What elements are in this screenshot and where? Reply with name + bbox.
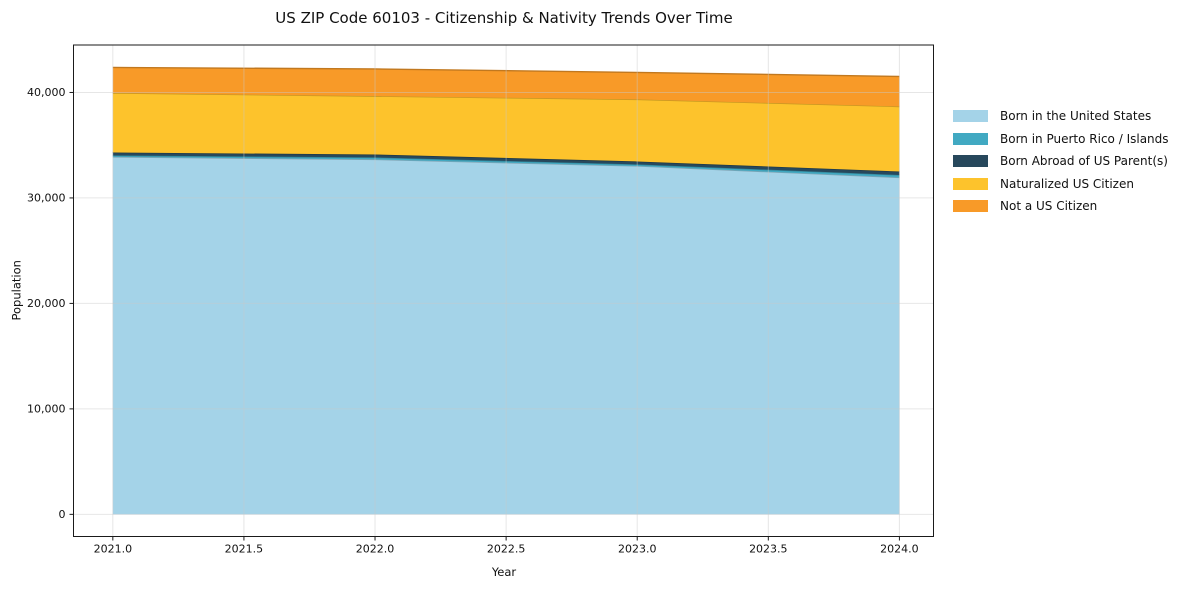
legend-label-born-in-us: Born in the United States [1000,109,1152,124]
x-tick-label: 2021.0 [94,543,133,556]
legend-label-puerto-rico: Born in Puerto Rico / Islands [1000,131,1169,146]
y-tick-label: 40,000 [27,86,66,99]
area-top-edge [112,66,900,78]
area-naturalized-us-citizen [112,92,900,172]
legend-item-puerto-rico: Born in Puerto Rico / Islands [953,128,1169,151]
plot-border [73,44,934,537]
legend-swatch-born-abroad-icon [953,155,988,168]
x-tick-label: 2021.5 [225,543,264,556]
y-tick-label: 20,000 [27,297,66,310]
x-tick-label: 2022.5 [487,543,526,556]
axis-tick-labels: 2021.0 2021.5 2022.0 2022.5 2023.0 2023.5 2024… [27,86,919,556]
legend: Born in the United States Born in Puerto… [953,105,1169,218]
stacked-areas [112,66,900,515]
y-axis-label: Population [9,260,24,321]
x-tick-label: 2022.0 [356,543,395,556]
legend-item-born-in-us: Born in the United States [953,105,1169,128]
legend-label-not-citizen: Not a US Citizen [1000,199,1098,214]
legend-swatch-born-in-us-icon [953,110,988,123]
x-tick-label: 2024.0 [880,543,919,556]
chart-title: US ZIP Code 60103 - Citizenship & Nativi… [275,9,733,27]
legend-swatch-not-citizen-icon [953,200,988,213]
gridlines [73,45,934,537]
legend-label-born-abroad: Born Abroad of US Parent(s) [1000,154,1168,169]
axis-ticks [69,91,900,541]
legend-item-naturalized: Naturalized US Citizen [953,173,1169,196]
x-tick-label: 2023.0 [618,543,657,556]
area-born-in-puerto-rico-islands [112,155,900,178]
area-born-abroad-of-us-parent-s- [112,152,900,175]
y-tick-label: 0 [59,508,66,521]
x-tick-label: 2023.5 [749,543,788,556]
legend-item-not-citizen: Not a US Citizen [953,195,1169,218]
axes-frame [73,44,934,537]
y-tick-label: 30,000 [27,191,66,204]
y-tick-label: 10,000 [27,402,66,415]
legend-label-naturalized: Naturalized US Citizen [1000,176,1134,191]
x-axis-label: Year [491,565,517,579]
area-not-a-us-citizen [112,67,900,107]
legend-item-born-abroad: Born Abroad of US Parent(s) [953,150,1169,173]
legend-swatch-naturalized-icon [953,177,988,190]
area-born-in-the-united-states [112,156,900,515]
legend-swatch-puerto-rico-icon [953,132,988,145]
